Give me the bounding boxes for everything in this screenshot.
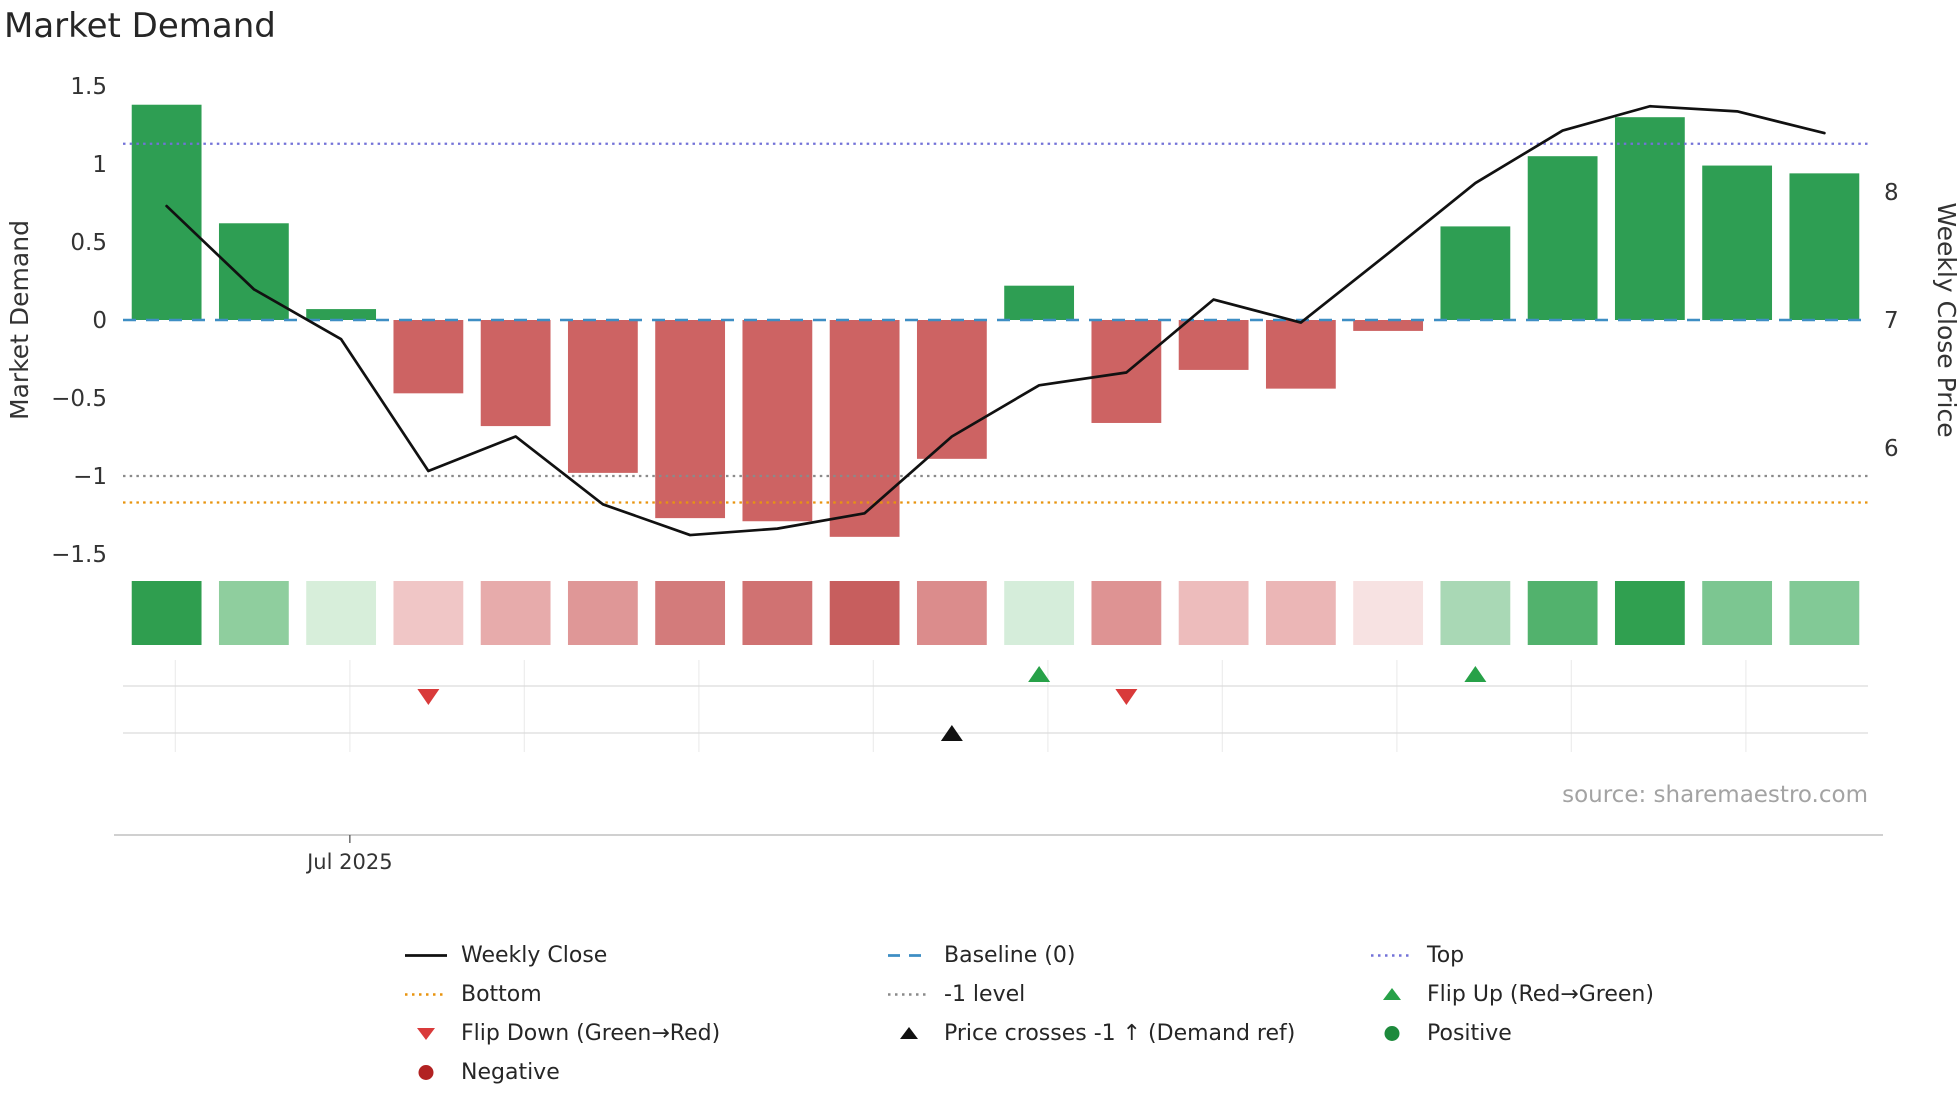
heatmap-cell — [1265, 581, 1336, 645]
heatmap-cell — [1440, 581, 1511, 645]
legend-item-price-cross: Price crosses -1 ↑ (Demand ref) — [887, 1014, 1370, 1053]
demand-bar — [1265, 320, 1336, 389]
weekly-close-line-icon — [405, 954, 447, 957]
demand-bar — [393, 320, 464, 394]
chart-legend: Weekly Close Baseline (0) Top Bottom -1 … — [404, 936, 1890, 1092]
heatmap-cell — [1353, 581, 1424, 645]
legend-label-flip-up: Flip Up (Red→Green) — [1427, 982, 1654, 1007]
demand-tick-label: 0.5 — [70, 230, 107, 256]
heatmap-cell — [218, 581, 289, 645]
heatmap-cell — [306, 581, 377, 645]
baseline-dashed-line-icon — [888, 954, 930, 957]
right-axis-label: Weekly Close Price — [1932, 202, 1960, 437]
heatmap-cell — [1091, 581, 1162, 645]
demand-bar — [829, 320, 900, 537]
heatmap-cell — [1614, 581, 1685, 645]
legend-item-minus1-level: -1 level — [887, 975, 1370, 1014]
minus1-dotted-line-icon — [888, 993, 930, 996]
legend-item-top: Top — [1370, 936, 1890, 975]
demand-tick-label: −0.5 — [51, 386, 107, 412]
heatmap-cell — [480, 581, 551, 645]
heatmap-cell — [1527, 581, 1598, 645]
legend-label-baseline: Baseline (0) — [944, 943, 1076, 968]
left-axis-label: Market Demand — [5, 220, 34, 420]
price-tick-label: 7 — [1884, 308, 1899, 334]
legend-label-minus1: -1 level — [944, 982, 1026, 1007]
demand-bar — [480, 320, 551, 427]
heatmap-cell — [1004, 581, 1075, 645]
legend-item-weekly-close: Weekly Close — [404, 936, 887, 975]
legend-label-bottom: Bottom — [461, 982, 542, 1007]
demand-bar — [1614, 117, 1685, 320]
legend-item-baseline: Baseline (0) — [887, 936, 1370, 975]
legend-item-negative: Negative — [404, 1053, 887, 1092]
legend-label-weekly-close: Weekly Close — [461, 943, 608, 968]
source-credit: source: sharemaestro.com — [1562, 782, 1868, 808]
price-tick-label: 6 — [1884, 436, 1899, 462]
demand-bar — [1004, 285, 1075, 320]
demand-bar — [1527, 156, 1598, 320]
heatmap-cell — [655, 581, 726, 645]
bottom-dotted-line-icon — [405, 993, 447, 996]
demand-bar — [1353, 320, 1424, 331]
price-cross-triangle-icon — [900, 1027, 918, 1039]
flip-up-marker — [1464, 666, 1487, 682]
demand-bar — [742, 320, 813, 522]
legend-label-price-cross: Price crosses -1 ↑ (Demand ref) — [944, 1021, 1296, 1046]
heatmap-cell — [1702, 581, 1773, 645]
legend-item-bottom: Bottom — [404, 975, 887, 1014]
demand-tick-label: −1.5 — [51, 542, 107, 568]
heatmap-cell — [1178, 581, 1249, 645]
x-tick-label: Jul 2025 — [305, 850, 392, 874]
legend-item-positive: Positive — [1370, 1014, 1890, 1053]
legend-label-positive: Positive — [1427, 1021, 1512, 1046]
legend-label-flip-down: Flip Down (Green→Red) — [461, 1021, 721, 1046]
price-tick-label: 8 — [1884, 180, 1899, 206]
demand-bar — [306, 309, 377, 320]
heatmap-cell — [393, 581, 464, 645]
heatmap-cell — [131, 581, 202, 645]
chart-plot-area: 1.5 1 0.5 0 −0.5 −1 −1.5 8 7 6 Market Demand Weekly… — [5, 74, 1960, 874]
flip-up-marker — [1028, 666, 1051, 682]
heatmap-cell — [916, 581, 987, 645]
heatmap-cell — [829, 581, 900, 645]
flip-down-marker — [1115, 689, 1138, 705]
flip-down-triangle-icon — [417, 1028, 435, 1040]
demand-tick-label: 1 — [92, 152, 107, 178]
weekly-close-line — [165, 104, 1826, 537]
heatmap-cell — [1789, 581, 1860, 645]
heatmap-cell — [567, 581, 638, 645]
flip-down-marker — [417, 689, 440, 705]
demand-bar — [1440, 226, 1511, 320]
flip-up-triangle-icon — [1383, 988, 1401, 1000]
heatmap-cell — [742, 581, 813, 645]
demand-bar — [1702, 165, 1773, 320]
demand-tick-label: 0 — [92, 308, 107, 334]
demand-tick-label: −1 — [73, 464, 107, 490]
price-cross-marker — [940, 725, 963, 741]
demand-bar — [655, 320, 726, 519]
top-dotted-line-icon — [1371, 954, 1413, 957]
negative-dot-icon — [418, 1065, 434, 1080]
demand-bar — [131, 104, 202, 320]
demand-tick-label: 1.5 — [70, 74, 107, 100]
demand-bar — [1789, 173, 1860, 320]
demand-bar — [1178, 320, 1249, 370]
legend-label-top: Top — [1427, 943, 1465, 968]
demand-bar — [218, 223, 289, 320]
positive-dot-icon — [1384, 1026, 1400, 1041]
demand-bar — [567, 320, 638, 473]
chart-title: Market Demand — [4, 6, 276, 46]
legend-item-flip-down: Flip Down (Green→Red) — [404, 1014, 887, 1053]
legend-label-negative: Negative — [461, 1060, 560, 1085]
legend-item-flip-up: Flip Up (Red→Green) — [1370, 975, 1890, 1014]
